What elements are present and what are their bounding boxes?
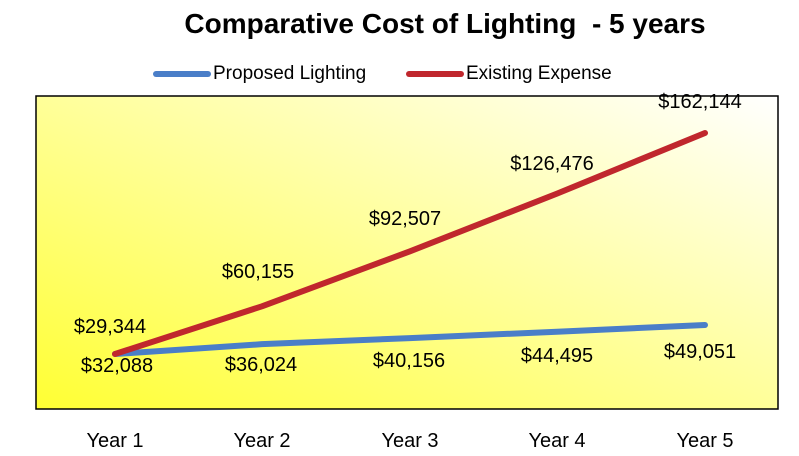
legend-label-existing: Existing Expense bbox=[466, 63, 612, 84]
data-label-existing-2: $60,155 bbox=[222, 261, 294, 283]
legend: Proposed Lighting Existing Expense bbox=[0, 60, 799, 88]
data-label-proposed-5: $49,051 bbox=[664, 341, 736, 363]
chart-title: Comparative Cost of Lighting - 5 years bbox=[184, 8, 706, 39]
x-tick-label-2: Year 2 bbox=[233, 430, 290, 452]
legend-item-existing: Existing Expense bbox=[406, 60, 612, 88]
legend-swatch-existing bbox=[406, 71, 464, 77]
data-label-proposed-4: $44,495 bbox=[521, 345, 593, 367]
data-label-proposed-1: $29,344 bbox=[74, 316, 146, 338]
data-label-proposed-3: $40,156 bbox=[373, 350, 445, 372]
data-label-proposed-2: $36,024 bbox=[225, 354, 297, 376]
legend-swatch-proposed bbox=[153, 71, 211, 77]
data-label-existing-3: $92,507 bbox=[369, 208, 441, 230]
data-label-existing-1: $32,088 bbox=[81, 355, 153, 377]
x-tick-label-5: Year 5 bbox=[676, 430, 733, 452]
x-tick-label-3: Year 3 bbox=[381, 430, 438, 452]
data-label-existing-5: $162,144 bbox=[658, 91, 741, 113]
legend-item-proposed: Proposed Lighting bbox=[153, 60, 366, 88]
data-label-existing-4: $126,476 bbox=[510, 153, 593, 175]
legend-label-proposed: Proposed Lighting bbox=[213, 63, 367, 84]
x-tick-label-1: Year 1 bbox=[86, 430, 143, 452]
x-tick-label-4: Year 4 bbox=[528, 430, 585, 452]
